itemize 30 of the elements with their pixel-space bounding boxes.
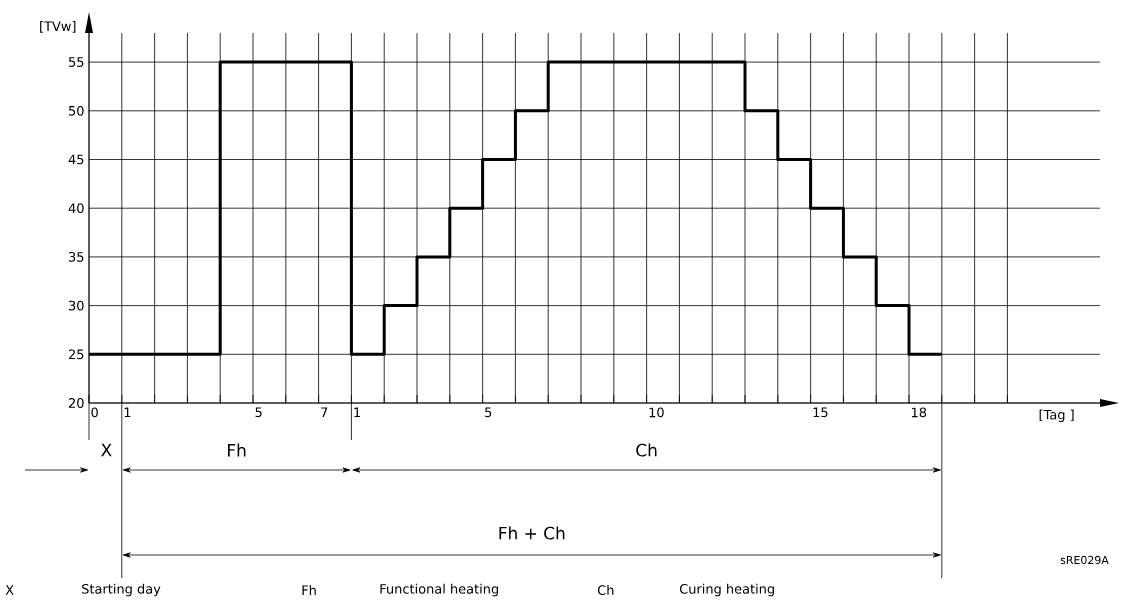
x-tick-label: 15 xyxy=(813,407,828,418)
y-tick-label: 45 xyxy=(68,154,84,165)
x-tick-label: 18 xyxy=(911,407,927,418)
text: Curing heating xyxy=(679,583,774,597)
x-tick-label: 5 xyxy=(255,407,262,418)
y-tick-label: 50 xyxy=(69,105,84,116)
text: Starting day xyxy=(82,583,161,597)
text: X xyxy=(101,443,112,457)
y-tick-label: 35 xyxy=(69,252,84,262)
text: Fh xyxy=(302,585,316,595)
x-tick-label: 7 xyxy=(321,407,328,417)
text: Functional heating xyxy=(380,583,499,597)
y-tick-label: 40 xyxy=(68,203,84,214)
x-tick-label: 1 xyxy=(354,407,360,417)
y-tick-label: 25 xyxy=(68,349,84,360)
text: Ch xyxy=(636,443,657,457)
x-tick-label: 5 xyxy=(485,407,492,418)
x-tick-label: 10 xyxy=(649,407,664,418)
text: X xyxy=(5,585,14,595)
x-tick-label: 0 xyxy=(91,407,98,418)
text: Fh xyxy=(228,443,246,457)
text: Ch xyxy=(597,584,614,596)
text: sRE029A xyxy=(1060,555,1109,565)
y-tick-label: 20 xyxy=(68,398,84,408)
y-axis-title: [TVw] xyxy=(40,21,76,33)
text: Fh + Ch xyxy=(499,526,565,540)
y-tick-label: 55 xyxy=(69,57,84,67)
y-tick-label: 30 xyxy=(69,300,84,311)
x-tick-label: 1 xyxy=(124,407,131,417)
x-axis-title: [Tag ] xyxy=(1039,409,1074,423)
